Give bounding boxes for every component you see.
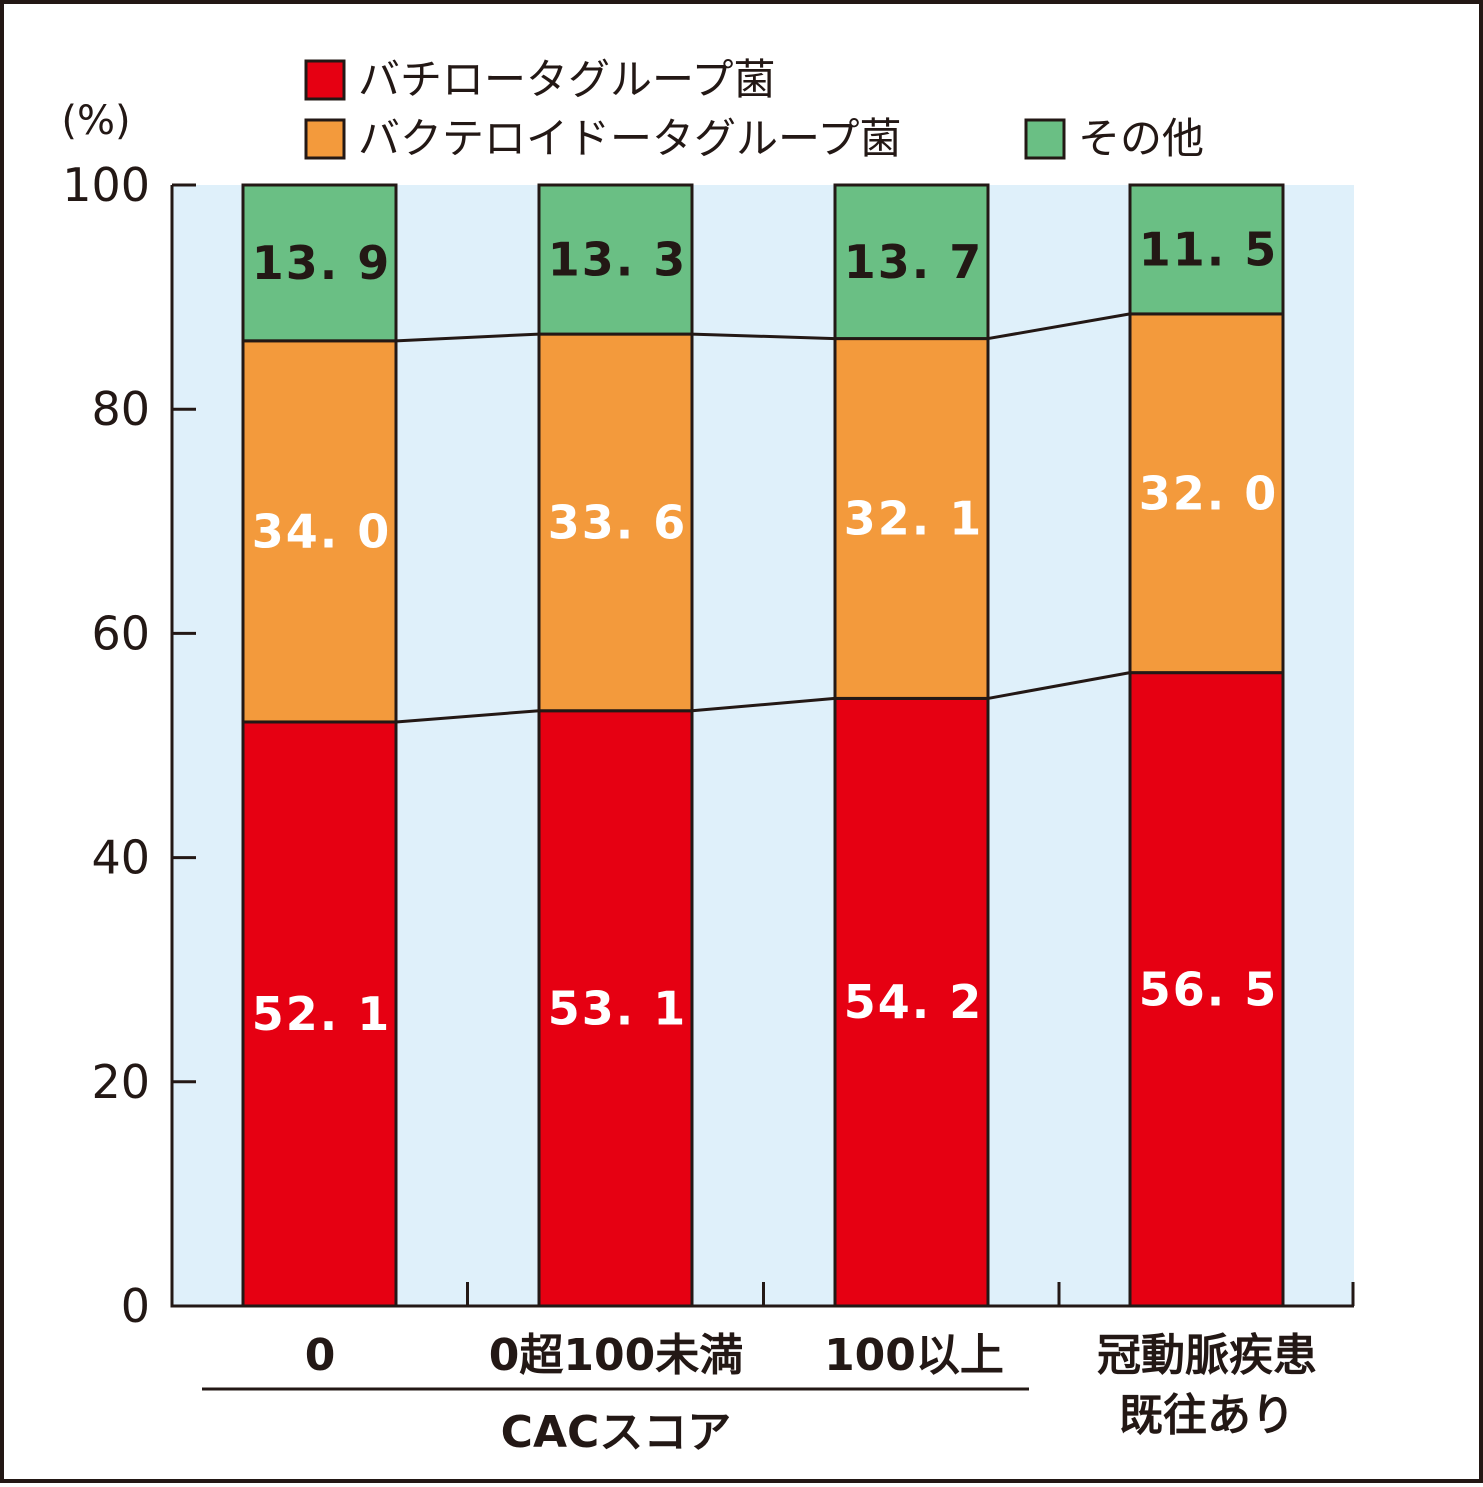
x-category-label-2: 0超100未満 xyxy=(489,1330,743,1381)
data-label-series-1-cat-2: 53. 1 xyxy=(548,981,688,1035)
data-label-series-1-cat-1: 52. 1 xyxy=(252,987,392,1041)
group-label-cac-score: CACスコア xyxy=(501,1407,732,1458)
stacked-bar-chart: 0 20 40 60 80 100 52. 1 34. 0 13. 9 53. 1 33. 6 13… xyxy=(61,55,1355,1458)
bar-segment-3-cat-2 xyxy=(537,183,694,336)
bar-segment-1-cat-1 xyxy=(241,720,398,1308)
y-tick-label: 20 xyxy=(91,1055,150,1109)
y-tick-label: 60 xyxy=(91,606,150,660)
connector-line xyxy=(691,332,836,341)
data-label-series-2-cat-4: 32. 0 xyxy=(1139,466,1279,520)
bar-segment-3-cat-1 xyxy=(241,183,398,343)
data-label-series-3-cat-3: 13. 7 xyxy=(844,235,984,289)
data-label-series-2-cat-1: 34. 0 xyxy=(252,504,392,558)
x-category-label-4: 既往あり xyxy=(1119,1390,1295,1441)
bar-segment-2-cat-3 xyxy=(833,337,990,700)
x-category-label-1: 0 xyxy=(305,1330,336,1381)
y-axis-unit-label: (%) xyxy=(61,98,130,144)
y-tick-label: 40 xyxy=(91,831,150,885)
bar-segment-1-cat-3 xyxy=(833,696,990,1308)
connector-line xyxy=(691,696,836,713)
y-tick-label: 0 xyxy=(121,1279,150,1333)
x-category-label-4: 冠動脈疾患 xyxy=(1097,1330,1317,1381)
legend-swatch-1 xyxy=(304,59,346,101)
connector-line xyxy=(987,312,1131,341)
bar-segment-2-cat-4 xyxy=(1128,312,1285,675)
legend-label-2: バクテロイドータグループ菌 xyxy=(358,114,901,163)
legend-swatch-2 xyxy=(304,118,346,160)
bar-segment-2-cat-2 xyxy=(537,332,694,713)
legend-label-1: バチロータグループ菌 xyxy=(358,55,775,104)
y-tick-label: 80 xyxy=(91,382,150,436)
data-label-series-1-cat-3: 54. 2 xyxy=(844,975,984,1029)
bar-segment-3-cat-4 xyxy=(1128,183,1285,316)
data-label-series-3-cat-1: 13. 9 xyxy=(252,236,392,290)
data-label-series-2-cat-2: 33. 6 xyxy=(548,495,688,549)
data-label-series-3-cat-2: 13. 3 xyxy=(548,233,688,287)
data-label-series-3-cat-4: 11. 5 xyxy=(1139,222,1279,276)
y-tick-label: 100 xyxy=(62,158,150,212)
connector-line xyxy=(395,332,540,343)
data-label-series-2-cat-3: 32. 1 xyxy=(844,491,984,545)
legend-swatch-3 xyxy=(1024,118,1066,160)
bar-segment-3-cat-3 xyxy=(833,183,990,341)
legend-label-3: その他 xyxy=(1078,114,1204,163)
data-label-series-1-cat-4: 56. 5 xyxy=(1139,962,1279,1016)
connector-line xyxy=(395,709,540,724)
x-category-label-3: 100以上 xyxy=(824,1330,1004,1381)
connector-line xyxy=(987,671,1131,700)
